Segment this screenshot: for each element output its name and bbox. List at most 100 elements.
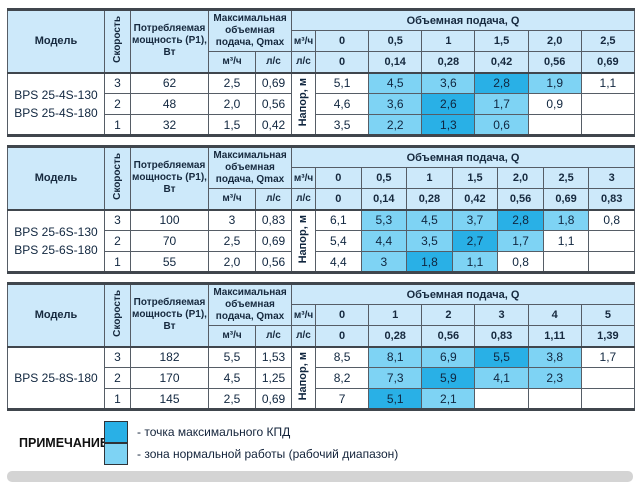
q-value: 4,6 (314, 93, 370, 115)
head-unit-label: Напор, м (291, 208, 316, 273)
q-col-header: 2,0 (497, 167, 544, 189)
model-names: BPS 25-4S-130 BPS 25-4S-180 (7, 71, 105, 136)
model-name: BPS 25-6S-130 (14, 224, 98, 239)
qmax-m3h-value: 2,5 (208, 71, 256, 94)
q-col-header: 0,83 (588, 188, 635, 210)
qmax-m3h-value: 4,5 (208, 367, 256, 389)
qmax-ls-value: 0,42 (255, 114, 292, 136)
q-col-header: 3 (588, 167, 635, 189)
q-value: 5,3 (360, 208, 408, 231)
qmax-ls-value: 0,69 (255, 71, 292, 94)
q-col-header: 0,83 (474, 325, 529, 347)
head-unit-text: Напор, м (297, 78, 309, 127)
q-col-header: 0,56 (421, 325, 476, 347)
q-value: 1,1 (542, 230, 590, 252)
q-value: 3,6 (368, 93, 423, 115)
q-value: 6,1 (315, 208, 362, 231)
speed-value: 3 (104, 345, 131, 368)
q-col-header: 2 (421, 304, 476, 326)
q-value: 1,1 (451, 251, 499, 273)
q-value (527, 388, 582, 410)
speed-value: 1 (104, 251, 131, 273)
head-unit-label: Напор, м (291, 345, 316, 410)
q-unit-ls: л/с (291, 188, 316, 210)
speed-value: 2 (104, 93, 131, 115)
speed-value: 3 (104, 71, 131, 94)
q-value: 8,1 (368, 345, 423, 368)
q-col-header: 2,5 (580, 30, 636, 52)
model-names: BPS 25-6S-130 BPS 25-6S-180 (7, 208, 105, 273)
qmax-ls-value: 0,69 (255, 230, 292, 252)
qmax-ls-value: 0,56 (255, 93, 292, 115)
legend-title: ПРИМЕЧАНИЕ: (19, 436, 113, 450)
q-col-header: 5 (580, 304, 636, 326)
bottom-bar (7, 471, 633, 482)
q-unit-m3h: м³/ч (291, 30, 316, 52)
q-value: 1,8 (406, 251, 453, 273)
q-value (542, 251, 590, 273)
q-value: 6,9 (421, 345, 476, 368)
q-col-header: 1 (421, 30, 476, 52)
speed-value: 1 (104, 114, 131, 136)
q-value: 1,1 (580, 71, 636, 94)
q-value: 0,8 (497, 251, 544, 273)
q-value: 8,5 (314, 345, 370, 368)
q-value: 3,5 (314, 114, 370, 136)
power-value: 48 (130, 93, 209, 115)
q-value: 3 (360, 251, 408, 273)
power-value: 32 (130, 114, 209, 136)
q-value: 2,7 (451, 230, 499, 252)
power-header: Потребляемая мощность (P1), Вт (130, 283, 209, 347)
speed-header: Скорость (104, 146, 131, 210)
head-unit-text: Напор, м (297, 352, 309, 401)
q-col-header: 0,56 (527, 51, 582, 73)
q-value: 4,4 (360, 230, 408, 252)
q-value (588, 230, 635, 252)
model-header: Модель (7, 9, 105, 73)
speed-value: 2 (104, 230, 131, 252)
q-value: 5,4 (315, 230, 362, 252)
head-unit-label: Напор, м (291, 71, 316, 136)
q-value: 4,5 (368, 71, 423, 94)
q-col-header: 2,5 (542, 167, 590, 189)
qmax-ls-value: 1,25 (255, 367, 292, 389)
q-col-header: 4 (527, 304, 582, 326)
q-col-header: 0,28 (421, 51, 476, 73)
q-value: 3,5 (406, 230, 453, 252)
q-value: 3,6 (421, 71, 476, 94)
q-header: Объемная подача, Q (291, 146, 635, 168)
q-value (580, 367, 636, 389)
speed-header: Скорость (104, 283, 131, 347)
qmax-unit-m3h: м³/ч (208, 51, 256, 73)
q-col-header: 0,28 (406, 188, 453, 210)
qmax-unit-m3h: м³/ч (208, 188, 256, 210)
power-value: 70 (130, 230, 209, 252)
legend-normal-text: - зона нормальной работы (рабочий диапаз… (137, 447, 399, 461)
q-col-header: 1,39 (580, 325, 636, 347)
q-col-header: 0 (315, 188, 362, 210)
qmax-header: Максимальная объемная подача, Qmax (208, 146, 292, 189)
speed-header: Скорость (104, 9, 131, 73)
speed-value: 3 (104, 208, 131, 231)
q-col-header: 2,0 (527, 30, 582, 52)
q-value: 4,1 (474, 367, 529, 389)
model-name: BPS 25-6S-180 (14, 242, 98, 257)
qmax-unit-m3h: м³/ч (208, 325, 256, 347)
q-value (580, 388, 636, 410)
spec-table-bps-6s: Модель Скорость Потребляемая мощность (P… (7, 145, 635, 274)
legend: ПРИМЕЧАНИЕ: - точка максимального КПД - … (7, 419, 635, 465)
qmax-header: Максимальная объемная подача, Qmax (208, 9, 292, 52)
power-value: 170 (130, 367, 209, 389)
q-unit-ls: л/с (291, 325, 316, 347)
q-col-header: 0 (314, 304, 370, 326)
spec-table-bps-4s: Модель Скорость Потребляемая мощность (P… (7, 8, 636, 137)
q-value: 2,2 (368, 114, 423, 136)
q-value (527, 114, 582, 136)
q-value: 4,5 (406, 208, 453, 231)
q-value: 0,6 (474, 114, 529, 136)
q-col-header: 0,42 (451, 188, 499, 210)
q-value: 5,9 (421, 367, 476, 389)
q-value: 1,7 (474, 93, 529, 115)
speed-header-label: Скорость (111, 290, 123, 338)
q-unit-ls: л/с (291, 51, 316, 73)
